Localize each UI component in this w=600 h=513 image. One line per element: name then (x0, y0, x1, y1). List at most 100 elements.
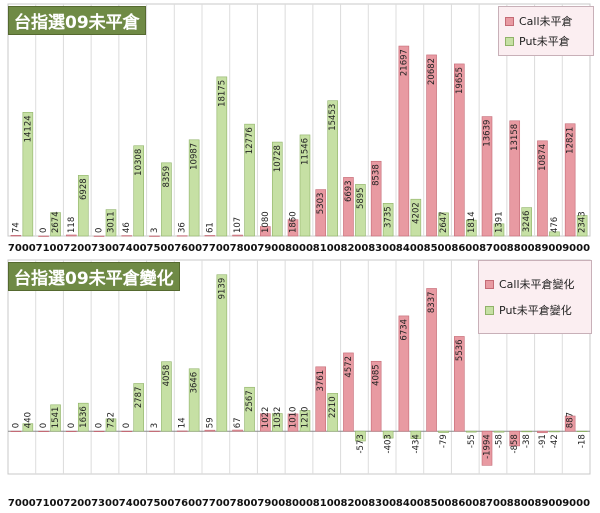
data-label-call: 20682 (427, 58, 437, 85)
x-tick-label: 7700 (202, 498, 230, 509)
bar-call (454, 336, 465, 432)
data-label-put: 4202 (411, 202, 421, 224)
x-tick-label: 8600 (451, 243, 479, 254)
data-label-put: 11546 (300, 138, 310, 165)
bar-put (271, 413, 283, 432)
bar-call (204, 429, 216, 432)
bar-put (355, 184, 366, 237)
data-label-call: 1010 (289, 407, 299, 429)
data-label-call: 107 (233, 217, 243, 233)
data-label-call: 46 (122, 222, 132, 233)
x-tick-label: 8000 (285, 243, 313, 254)
data-label-put: 15453 (328, 104, 338, 131)
bar-call (10, 235, 22, 237)
data-label-call: 13158 (510, 124, 520, 151)
data-label-call: -1994 (483, 434, 493, 459)
data-label-put: 18175 (217, 80, 227, 107)
data-label-call: 14 (178, 417, 188, 428)
x-tick-label: 7600 (174, 498, 202, 509)
x-tick-label: 7500 (147, 243, 175, 254)
legend-label-call: Call未平倉變化 (499, 278, 575, 291)
data-label-call: 1080 (261, 211, 271, 233)
x-tick-label: 8700 (479, 498, 507, 509)
chart-legend: Call未平倉 Put未平倉 (498, 6, 594, 56)
data-label-call: 59 (205, 417, 215, 428)
bar-put (216, 274, 228, 432)
bar-call (66, 234, 77, 237)
data-label-put: 476 (550, 217, 560, 233)
data-label-call: 8337 (427, 291, 437, 313)
plot-frame (7, 259, 591, 475)
bar-call (426, 288, 437, 432)
data-label-put: 12776 (245, 127, 255, 154)
data-label-call: 6693 (344, 180, 354, 202)
x-tick-label: 7400 (119, 243, 147, 254)
data-label-call: 1860 (289, 211, 299, 233)
x-tick-label: 8800 (507, 498, 535, 509)
legend-swatch-call (485, 279, 494, 289)
x-tick-label: 8300 (368, 243, 396, 254)
legend-label-put: Put未平倉變化 (499, 304, 572, 317)
bar-put (188, 368, 200, 432)
x-tick-label: 7200 (63, 498, 91, 509)
bar-call (176, 235, 188, 237)
bar-put (133, 383, 144, 432)
x-tick-label: 7400 (119, 498, 147, 509)
x-tick-label: 8500 (424, 243, 452, 254)
data-label-call: 3761 (316, 370, 326, 392)
x-tick-label: 8400 (396, 243, 424, 254)
legend-item-put: Put未平倉 (505, 31, 587, 51)
data-label-call: -91 (538, 434, 548, 448)
bar-put (493, 223, 505, 237)
bar-call (232, 429, 243, 432)
data-label-call: 74 (11, 222, 21, 233)
bar-call (260, 413, 271, 432)
data-label-put: 1636 (79, 406, 89, 428)
x-tick-label: 8600 (451, 498, 479, 509)
legend-item-put: Put未平倉變化 (485, 297, 585, 323)
bar-put (438, 430, 449, 433)
data-label-put: 10728 (273, 145, 283, 172)
data-label-call: 67 (233, 417, 243, 428)
x-tick-label: 8200 (341, 498, 369, 509)
bar-call (121, 430, 133, 432)
x-tick-label: 7800 (230, 243, 258, 254)
data-label-put: -38 (522, 434, 532, 448)
data-label-call: 12821 (566, 127, 576, 154)
data-label-put: 3011 (106, 211, 116, 233)
bar-call (370, 360, 382, 432)
bar-call (38, 235, 49, 237)
data-label-call: 0 (67, 423, 77, 428)
x-tick-label: 7100 (36, 498, 64, 509)
bar-put (410, 198, 422, 237)
data-label-put: 1814 (467, 211, 477, 233)
x-tick-label: 7700 (202, 243, 230, 254)
bar-call (149, 430, 160, 432)
bar-call (260, 226, 271, 237)
data-label-call: 8538 (372, 164, 382, 186)
bar-put (355, 430, 366, 442)
data-label-call: 6734 (399, 319, 409, 341)
bar-put (465, 219, 477, 237)
x-tick-label: 8800 (507, 243, 535, 254)
data-label-put: -403 (384, 434, 394, 453)
data-label-put: -18 (578, 434, 588, 448)
chart-legend: Call未平倉變化 Put未平倉變化 (478, 260, 592, 334)
data-label-call: 36 (178, 222, 188, 233)
x-tick-label: 8400 (396, 498, 424, 509)
data-label-call: 61 (205, 222, 215, 233)
data-label-put: 3246 (522, 211, 532, 233)
plot-frame (7, 3, 591, 237)
chart-open-interest-change-plot: 0 0 0 0 0 3 14 59 67 1022 1010 3761 4572 4085 6734 8337… (7, 259, 591, 509)
chart-open-interest-change: 0 0 0 0 0 3 14 59 67 1022 1010 3761 4572 4085 6734 8337… (0, 256, 600, 513)
data-label-call: 19655 (455, 67, 465, 94)
bar-call (426, 54, 437, 237)
legend-swatch-call (505, 16, 514, 26)
bar-call (176, 430, 188, 432)
bar-call (38, 430, 49, 432)
bar-call (315, 189, 327, 237)
data-label-put: 722 (106, 412, 116, 428)
bar-call (564, 123, 576, 237)
bar-put (382, 430, 394, 439)
data-label-put: 2787 (134, 386, 144, 408)
